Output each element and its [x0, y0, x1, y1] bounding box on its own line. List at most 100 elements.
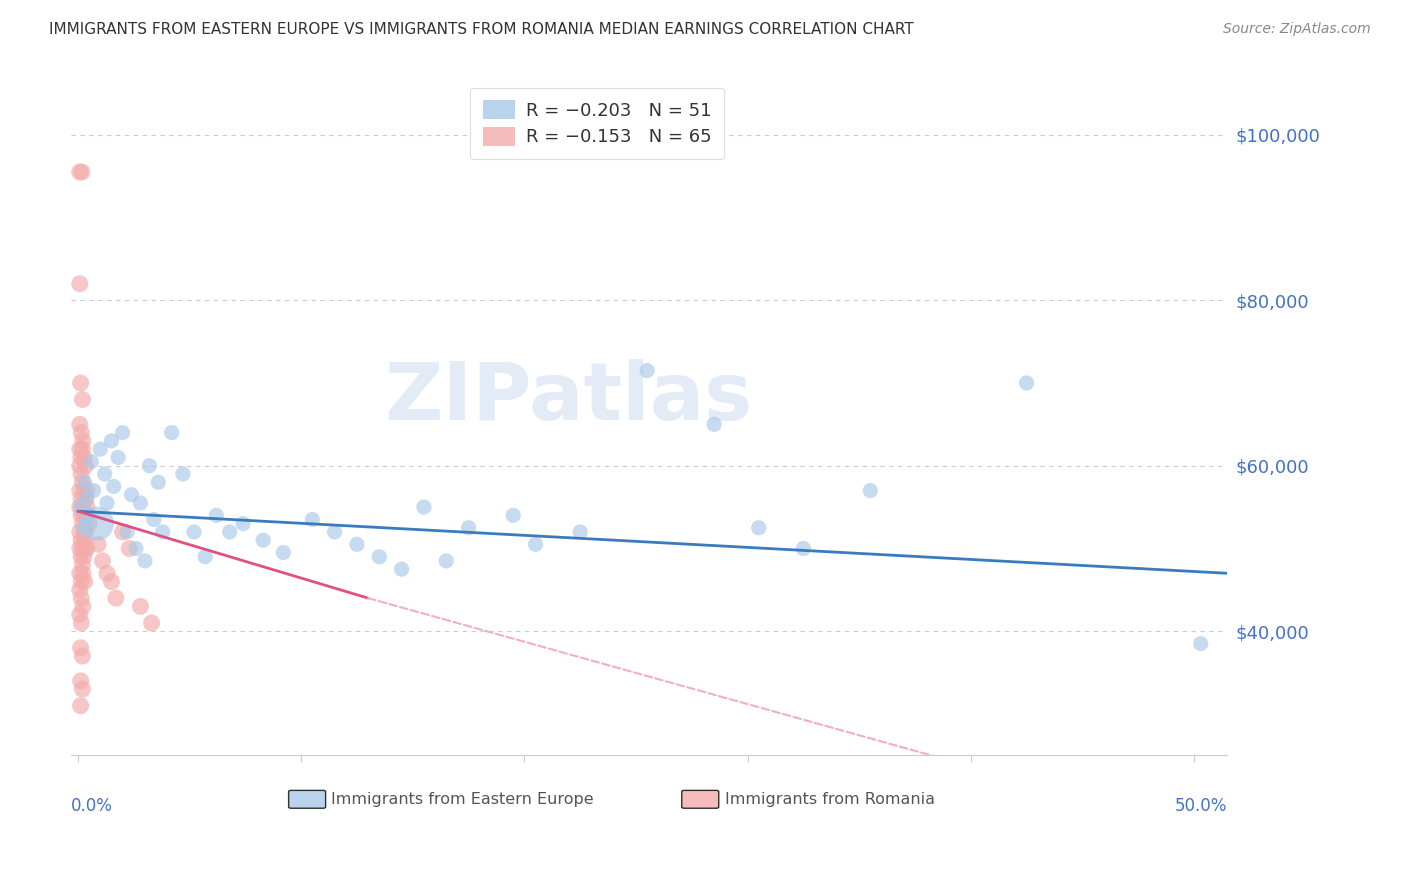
Point: [1189, 637, 1212, 651]
Point: [69, 566, 91, 581]
Point: [77, 516, 100, 531]
Point: [69, 450, 91, 465]
Point: [70, 533, 93, 548]
Text: 50.0%: 50.0%: [1175, 797, 1227, 814]
Point: [75, 491, 97, 506]
Point: [69, 524, 91, 539]
Point: [129, 599, 152, 614]
Point: [69, 458, 91, 473]
Point: [72, 442, 94, 457]
Point: [77, 508, 100, 523]
Point: [368, 549, 391, 564]
Point: [76, 500, 98, 514]
Point: [323, 524, 346, 539]
Point: [89, 442, 111, 457]
Point: [75, 524, 97, 539]
Point: [142, 512, 165, 526]
Point: [205, 508, 228, 523]
Text: ZIPatlas: ZIPatlas: [384, 359, 752, 437]
Point: [111, 524, 134, 539]
Point: [72, 516, 94, 531]
Point: [70, 491, 93, 506]
Point: [703, 417, 725, 432]
Point: [69, 640, 91, 655]
Point: [69, 417, 91, 432]
Point: [118, 541, 141, 556]
Point: [138, 458, 160, 473]
Point: [121, 488, 143, 502]
Point: [75, 508, 97, 523]
Point: [72, 541, 94, 556]
Point: [91, 554, 114, 568]
Point: [301, 512, 323, 526]
Point: [73, 475, 96, 490]
Point: [75, 541, 97, 556]
Point: [72, 566, 94, 581]
Point: [80, 454, 103, 468]
Point: [69, 500, 91, 514]
Point: [125, 541, 148, 556]
Point: [69, 541, 91, 556]
Point: [70, 508, 93, 523]
Point: [70, 467, 93, 481]
Point: [434, 554, 457, 568]
Point: [73, 450, 96, 465]
Point: [70, 591, 93, 606]
FancyBboxPatch shape: [682, 790, 718, 808]
Point: [70, 615, 93, 630]
Point: [107, 450, 129, 465]
Point: [152, 524, 174, 539]
Point: [72, 500, 94, 514]
Point: [134, 554, 156, 568]
Point: [413, 500, 436, 514]
Point: [115, 524, 138, 539]
Point: [104, 591, 127, 606]
Point: [792, 541, 814, 556]
Point: [859, 483, 882, 498]
Point: [73, 508, 96, 523]
Text: Source: ZipAtlas.com: Source: ZipAtlas.com: [1223, 22, 1371, 37]
Point: [69, 376, 91, 390]
Point: [524, 537, 547, 551]
Point: [129, 496, 152, 510]
Point: [457, 521, 479, 535]
Point: [69, 500, 91, 514]
Point: [73, 533, 96, 548]
Point: [72, 682, 94, 697]
Point: [76, 491, 98, 506]
Point: [72, 558, 94, 572]
Point: [70, 574, 93, 589]
Point: [72, 475, 94, 490]
Point: [96, 496, 118, 510]
Point: [73, 483, 96, 498]
Point: [141, 615, 163, 630]
Point: [100, 574, 122, 589]
Point: [69, 277, 91, 291]
Point: [73, 549, 96, 564]
Point: [70, 549, 93, 564]
Point: [148, 475, 170, 490]
Point: [72, 599, 94, 614]
Point: [160, 425, 183, 440]
Point: [194, 549, 217, 564]
Text: Immigrants from Eastern Europe: Immigrants from Eastern Europe: [332, 792, 593, 806]
Point: [75, 458, 97, 473]
Point: [218, 524, 240, 539]
Point: [103, 479, 125, 493]
Point: [1015, 376, 1038, 390]
Point: [569, 524, 592, 539]
Point: [748, 521, 770, 535]
Point: [183, 524, 205, 539]
Point: [69, 483, 91, 498]
Legend: R = −0.203   N = 51, R = −0.153   N = 65: R = −0.203 N = 51, R = −0.153 N = 65: [470, 87, 724, 159]
Point: [69, 673, 91, 688]
Point: [69, 698, 91, 713]
Point: [86, 516, 108, 531]
Point: [69, 607, 91, 622]
Point: [93, 467, 115, 481]
Point: [502, 508, 524, 523]
Point: [391, 562, 413, 576]
FancyBboxPatch shape: [288, 790, 326, 808]
Point: [69, 582, 91, 597]
Point: [72, 434, 94, 448]
